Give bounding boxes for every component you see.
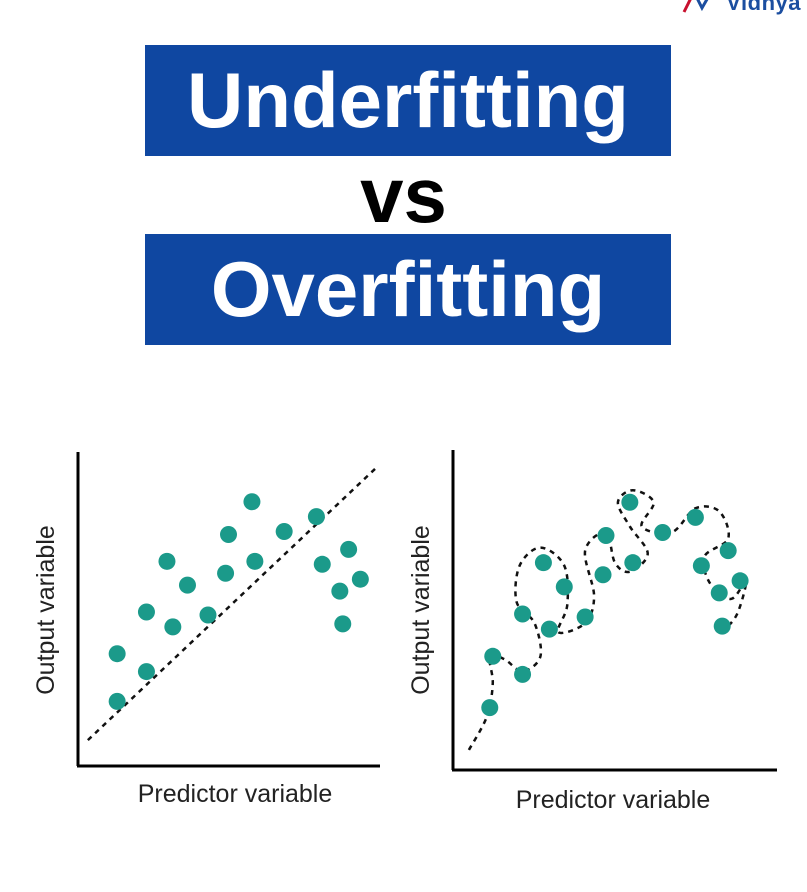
data-point-4 — [137, 603, 155, 621]
title-underfitting: Underfitting — [145, 45, 671, 156]
y-axis-label: Output variable — [32, 525, 60, 695]
data-point-5 — [534, 554, 552, 572]
data-point-7 — [178, 576, 196, 594]
brand-mark-stroke-blue — [696, 0, 709, 12]
data-point-4 — [514, 605, 532, 623]
data-point-1 — [108, 692, 126, 710]
y-axis-label: Output variable — [407, 525, 435, 695]
points-layer — [108, 493, 369, 710]
x-axis-label: Predictor variable — [138, 780, 333, 808]
data-point-2 — [108, 645, 126, 663]
data-point-6 — [164, 618, 182, 636]
data-point-3 — [514, 665, 532, 683]
brand-mark-stroke-red — [682, 0, 692, 13]
data-point-13 — [275, 523, 293, 541]
data-point-16 — [710, 584, 728, 602]
data-point-6 — [540, 620, 558, 638]
data-point-18 — [731, 572, 749, 590]
data-point-9 — [217, 564, 235, 582]
data-point-8 — [576, 608, 594, 626]
underfitting-chart: Predictor variable Output variable — [32, 452, 380, 808]
data-point-17 — [340, 540, 358, 558]
axes — [76, 452, 380, 768]
data-point-12 — [624, 554, 642, 572]
brand-logo: Vidhya — [682, 0, 801, 14]
data-point-15 — [692, 557, 710, 575]
data-point-12 — [246, 552, 264, 570]
data-point-13 — [654, 523, 672, 541]
data-point-16 — [331, 582, 349, 600]
data-point-17 — [719, 542, 737, 560]
data-point-10 — [220, 526, 237, 543]
data-point-11 — [621, 493, 639, 511]
data-point-15 — [313, 555, 331, 573]
brand-mark-icon — [682, 0, 709, 13]
data-point-3 — [137, 663, 155, 681]
title-vs: vs — [360, 151, 447, 239]
data-point-7 — [555, 578, 573, 596]
data-point-14 — [307, 508, 325, 526]
axes — [451, 450, 777, 772]
data-point-18 — [351, 570, 369, 588]
overfitting-chart: Predictor variable Output variable — [407, 450, 777, 814]
points-layer — [481, 493, 749, 717]
fit-line-layer — [87, 468, 376, 742]
data-point-5 — [158, 552, 176, 570]
data-point-1 — [481, 699, 499, 717]
data-point-19 — [713, 617, 731, 635]
data-point-9 — [594, 566, 612, 584]
data-point-10 — [597, 527, 615, 544]
data-point-14 — [686, 508, 704, 526]
x-axis-label: Predictor variable — [516, 786, 711, 814]
linear-fit-line — [87, 468, 376, 742]
title-overfitting: Overfitting — [145, 234, 671, 345]
brand-name: Vidhya — [726, 0, 801, 15]
data-point-2 — [484, 647, 502, 665]
data-point-8 — [199, 606, 217, 624]
data-point-11 — [243, 493, 261, 511]
data-point-19 — [334, 615, 352, 633]
